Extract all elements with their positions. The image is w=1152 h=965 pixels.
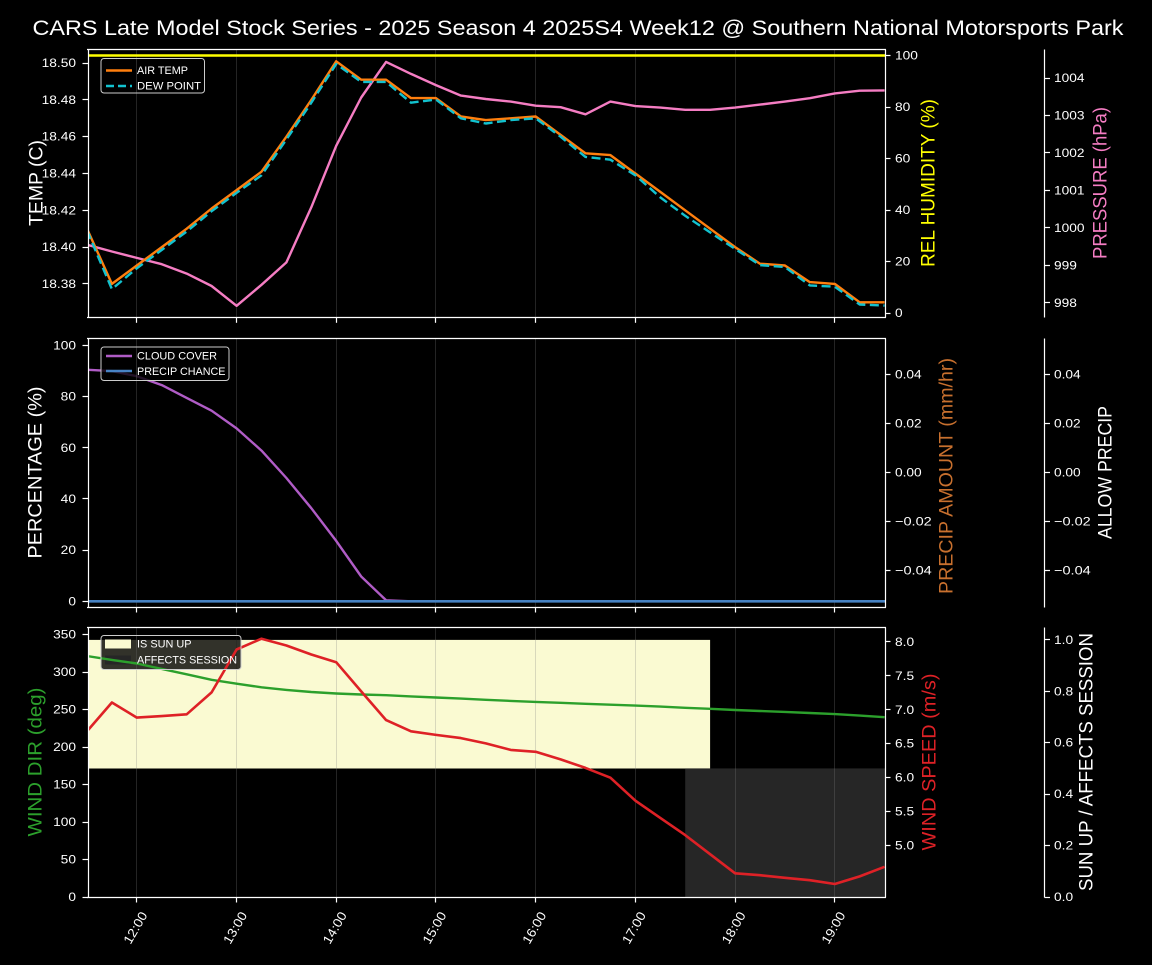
- svg-text:18.42: 18.42: [42, 203, 77, 217]
- svg-text:IS SUN UP: IS SUN UP: [137, 639, 192, 651]
- svg-text:−0.02: −0.02: [1054, 514, 1091, 528]
- svg-text:REL HUMIDITY (%): REL HUMIDITY (%): [919, 99, 940, 267]
- svg-text:0.00: 0.00: [1054, 466, 1081, 480]
- svg-text:1000: 1000: [1054, 221, 1085, 235]
- svg-text:CLOUD COVER: CLOUD COVER: [137, 351, 217, 363]
- svg-text:1001: 1001: [1054, 183, 1085, 197]
- svg-text:5.0: 5.0: [895, 839, 914, 853]
- svg-text:8.0: 8.0: [895, 635, 914, 649]
- svg-text:18.50: 18.50: [42, 56, 77, 70]
- svg-text:0.04: 0.04: [895, 368, 922, 382]
- svg-text:18.48: 18.48: [42, 93, 77, 107]
- svg-text:0: 0: [68, 594, 76, 608]
- svg-text:1.0: 1.0: [1054, 633, 1073, 647]
- svg-text:0.8: 0.8: [1054, 684, 1073, 698]
- svg-text:100: 100: [53, 815, 76, 829]
- svg-text:300: 300: [53, 665, 76, 679]
- svg-text:−0.04: −0.04: [1054, 563, 1091, 577]
- svg-text:60: 60: [61, 441, 77, 455]
- svg-text:CARS Late Model Stock Series -: CARS Late Model Stock Series - 2025 Seas…: [33, 16, 1124, 40]
- svg-text:150: 150: [53, 778, 76, 792]
- svg-text:0.6: 0.6: [1054, 736, 1073, 750]
- svg-text:PRECIP CHANCE: PRECIP CHANCE: [137, 366, 226, 378]
- svg-text:PERCENTAGE (%): PERCENTAGE (%): [26, 387, 47, 559]
- svg-text:250: 250: [53, 703, 76, 717]
- svg-text:80: 80: [61, 390, 77, 404]
- svg-text:100: 100: [53, 339, 76, 353]
- svg-text:WIND SPEED (m/s): WIND SPEED (m/s): [920, 674, 941, 851]
- svg-text:5.5: 5.5: [895, 805, 914, 819]
- svg-text:WIND DIR (deg): WIND DIR (deg): [26, 688, 47, 837]
- svg-text:0.02: 0.02: [1054, 417, 1081, 431]
- svg-text:50: 50: [61, 853, 77, 867]
- svg-text:PRECIP AMOUNT (mm/hr): PRECIP AMOUNT (mm/hr): [937, 358, 958, 594]
- svg-text:SUN UP / AFFECTS SESSION: SUN UP / AFFECTS SESSION: [1077, 633, 1098, 891]
- svg-text:20: 20: [895, 255, 911, 269]
- svg-text:0.2: 0.2: [1054, 839, 1073, 853]
- svg-text:0.02: 0.02: [895, 417, 922, 431]
- svg-text:1004: 1004: [1054, 71, 1085, 85]
- svg-text:0.4: 0.4: [1054, 787, 1073, 801]
- svg-text:18.44: 18.44: [42, 167, 77, 181]
- svg-text:0: 0: [895, 306, 903, 320]
- svg-text:TEMP (C): TEMP (C): [27, 140, 48, 226]
- svg-text:7.0: 7.0: [895, 703, 914, 717]
- svg-text:0.04: 0.04: [1054, 368, 1081, 382]
- svg-text:999: 999: [1054, 258, 1077, 272]
- svg-text:6.5: 6.5: [895, 737, 914, 751]
- svg-text:AFFECTS SESSION: AFFECTS SESSION: [137, 655, 237, 667]
- svg-text:350: 350: [53, 628, 76, 642]
- svg-text:−0.02: −0.02: [895, 514, 932, 528]
- svg-text:40: 40: [895, 203, 911, 217]
- svg-text:6.0: 6.0: [895, 771, 914, 785]
- svg-text:1002: 1002: [1054, 146, 1085, 160]
- svg-text:20: 20: [61, 543, 77, 557]
- svg-text:18.40: 18.40: [42, 240, 77, 254]
- svg-text:40: 40: [61, 492, 77, 506]
- svg-text:−0.04: −0.04: [895, 563, 932, 577]
- svg-text:DEW POINT: DEW POINT: [137, 81, 201, 93]
- svg-text:998: 998: [1054, 296, 1077, 310]
- svg-text:ALLOW PRECIP: ALLOW PRECIP: [1096, 406, 1117, 539]
- svg-text:AIR TEMP: AIR TEMP: [137, 65, 188, 77]
- svg-text:7.5: 7.5: [895, 669, 914, 683]
- svg-text:18.38: 18.38: [42, 277, 77, 291]
- svg-text:0.00: 0.00: [895, 466, 922, 480]
- svg-text:18.46: 18.46: [42, 130, 77, 144]
- svg-text:200: 200: [53, 740, 76, 754]
- svg-text:0.0: 0.0: [1054, 890, 1073, 904]
- svg-text:0: 0: [68, 890, 76, 904]
- svg-text:80: 80: [895, 100, 911, 114]
- svg-text:1003: 1003: [1054, 109, 1085, 123]
- svg-text:60: 60: [895, 152, 911, 166]
- svg-text:PRESSURE (hPa): PRESSURE (hPa): [1091, 107, 1112, 259]
- svg-text:100: 100: [895, 49, 918, 63]
